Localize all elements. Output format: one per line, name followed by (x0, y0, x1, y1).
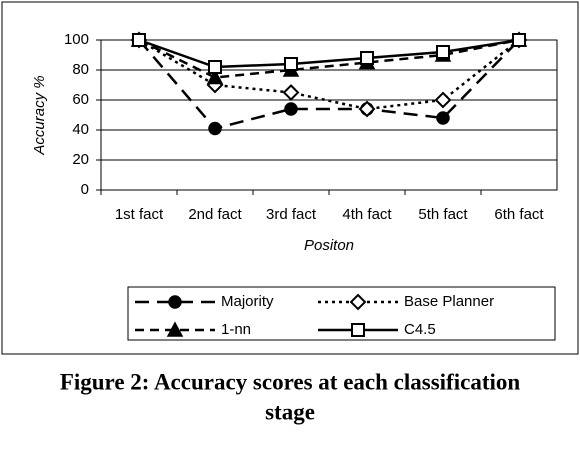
legend-label: Majority (221, 293, 274, 310)
legend-label: 1-nn (221, 321, 251, 338)
x-axis-label: Positon (304, 237, 354, 254)
data-point (358, 100, 376, 118)
legend-frame (127, 286, 556, 341)
data-point (436, 45, 450, 59)
y-tick-label: 60 (72, 91, 89, 108)
series-line (138, 38, 520, 111)
legend-label: Base Planner (404, 293, 494, 310)
series-line (138, 38, 520, 79)
caption-line: Figure 2: Accuracy scores at each classi… (60, 369, 521, 394)
caption-line: stage (265, 399, 315, 424)
y-tick-label: 40 (72, 121, 89, 138)
x-tick-label: 6th fact (494, 206, 544, 223)
legend-label: C4.5 (404, 321, 436, 338)
x-tick-label: 2nd fact (188, 206, 242, 223)
data-point (512, 33, 526, 47)
x-tick-label: 3rd fact (266, 206, 317, 223)
data-point (284, 57, 298, 71)
legend-marker (349, 293, 367, 311)
series-line (138, 38, 520, 69)
y-tick-label: 100 (64, 31, 89, 48)
y-tick-label: 20 (72, 151, 89, 168)
data-point (206, 68, 224, 85)
y-tick-label: 0 (81, 181, 89, 198)
legend-marker (166, 321, 184, 337)
data-point (284, 102, 298, 116)
y-tick-label: 80 (72, 61, 89, 78)
data-point (208, 60, 222, 74)
x-tick-label: 4th fact (342, 206, 392, 223)
data-point (208, 121, 222, 136)
chart-frame (1, 1, 579, 355)
data-point (434, 91, 452, 109)
legend-marker (351, 323, 365, 337)
data-point (360, 51, 374, 65)
x-tick-label: 1st fact (115, 206, 164, 223)
legend-marker (168, 295, 182, 309)
x-tick-label: 5th fact (418, 206, 468, 223)
data-point (282, 84, 300, 101)
series-line (138, 39, 520, 130)
data-point (436, 111, 450, 125)
data-point (132, 33, 146, 47)
y-axis-label: Accuracy % (31, 75, 48, 155)
